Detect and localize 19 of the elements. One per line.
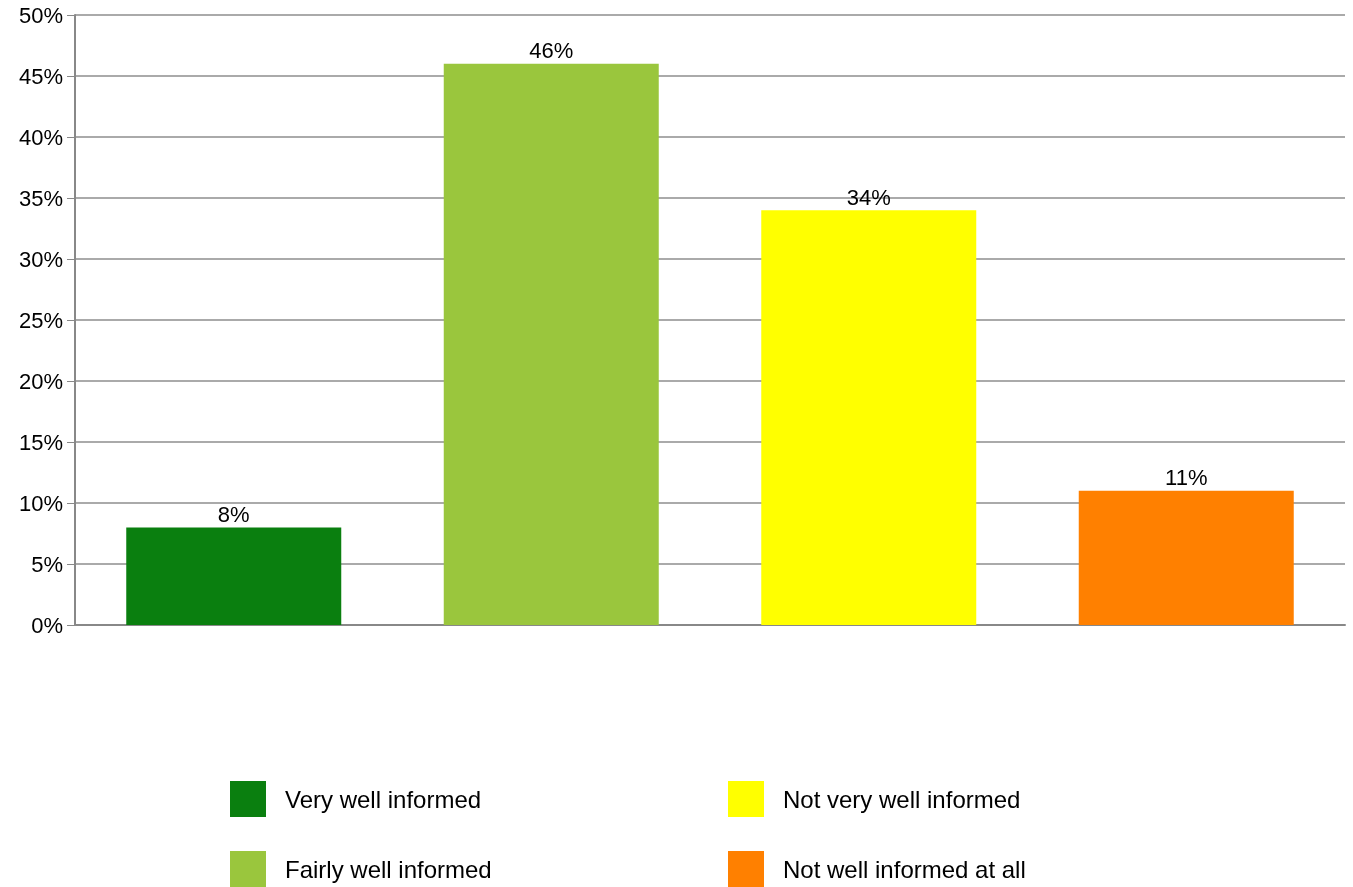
y-tick-label: 10% (18, 490, 63, 516)
y-tick-label: 25% (18, 307, 63, 333)
data-label: 46% (529, 38, 574, 64)
y-tick-label: 30% (18, 246, 63, 272)
legend-label: Not well informed at all (783, 855, 1026, 883)
y-tick-label: 45% (18, 63, 63, 89)
y-tick-label: 5% (31, 551, 63, 577)
legend-label: Not very well informed (783, 785, 1021, 813)
data-label: 34% (846, 184, 891, 210)
y-tick-label: 0% (31, 612, 63, 638)
data-label: 11% (1165, 465, 1208, 491)
legend-label: Very well informed (285, 785, 482, 813)
y-tick-label: 40% (18, 124, 63, 150)
y-tick-label: 15% (18, 429, 63, 455)
y-tick-label: 20% (18, 368, 63, 394)
y-tick-label: 35% (18, 185, 63, 211)
legend-label: Fairly well informed (285, 855, 492, 883)
y-tick-label: 50% (18, 2, 63, 28)
data-label: 8% (217, 501, 250, 527)
